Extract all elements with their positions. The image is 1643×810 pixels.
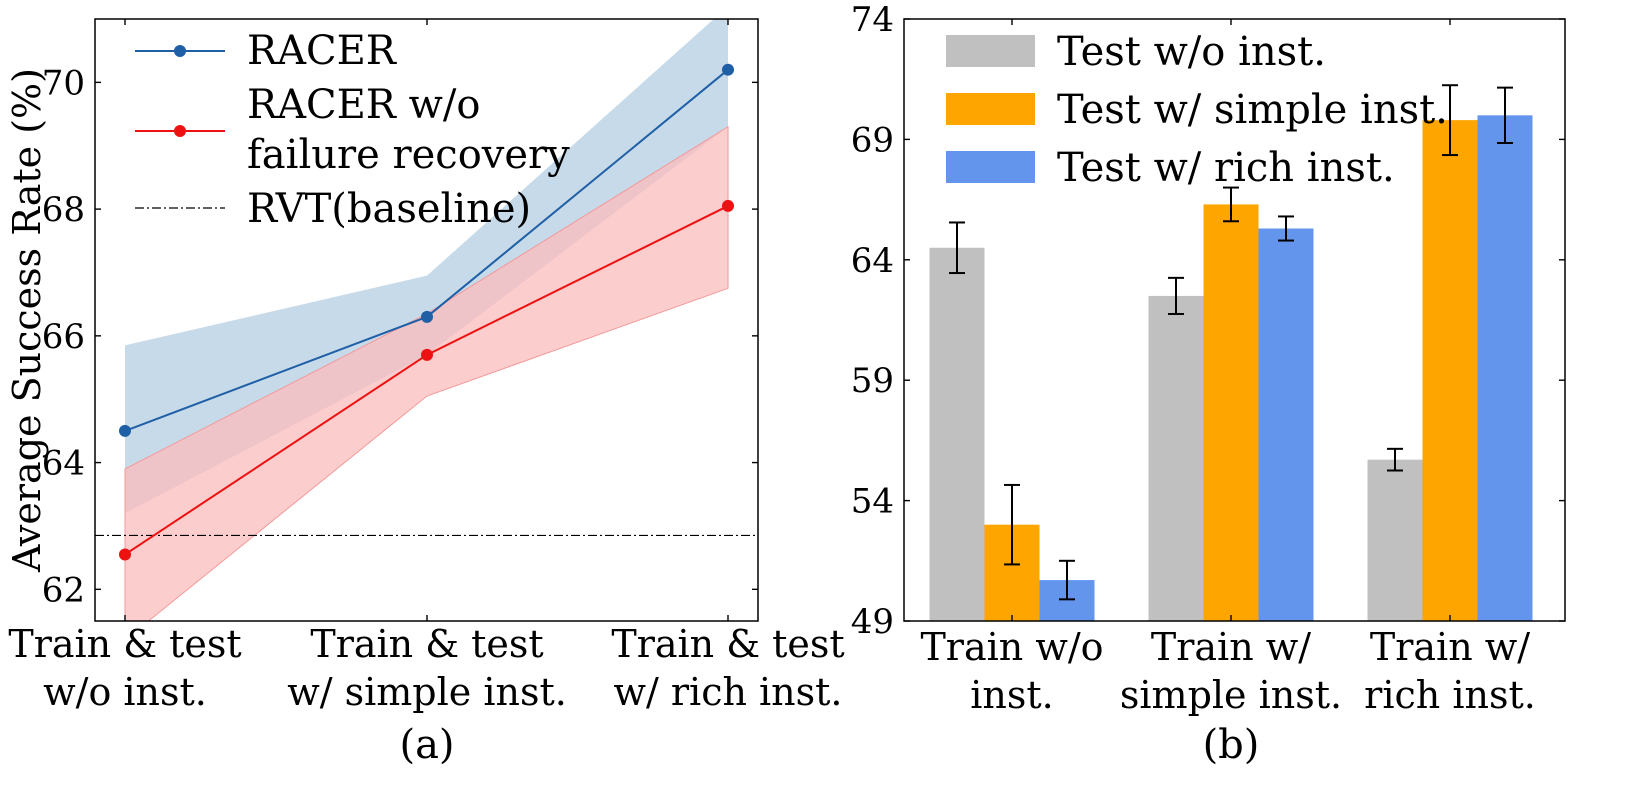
- plot-frame: [903, 18, 1566, 622]
- data-point-racer-wo-failure-recovery: [119, 548, 131, 561]
- x-category-label: Train w/: [1370, 625, 1530, 669]
- y-tick-label: 59: [851, 361, 894, 401]
- legend-marker-racer: [174, 45, 186, 57]
- legend-label-racer: RACER: [247, 28, 398, 74]
- legend-label-baseline: RVT(baseline): [247, 186, 531, 232]
- legend-label-test-simple-inst: Test w/ simple inst.: [1057, 87, 1448, 133]
- x-category-label: simple inst.: [1120, 673, 1342, 717]
- legend-swatch-test-wo-inst: [946, 35, 1035, 67]
- bar-test-simple-inst: [1203, 204, 1259, 621]
- legend-swatch-test-simple-inst: [946, 93, 1035, 125]
- legend-panel-b: Test w/o inst. Test w/ simple inst. Test w…: [946, 29, 1448, 191]
- legend-marker-racer-wo-failure-recovery: [174, 125, 186, 137]
- x-category-label: w/o inst.: [43, 670, 207, 714]
- y-tick-label: 66: [42, 317, 85, 357]
- y-tick-label: 54: [851, 482, 894, 522]
- legend-label-racer-wo-failure-recovery: RACER w/o: [247, 82, 480, 128]
- y-tick-label: 68: [42, 190, 85, 230]
- data-point-racer: [421, 310, 433, 323]
- x-category-label: Train & test: [310, 622, 543, 666]
- y-tick-label: 69: [851, 120, 894, 160]
- error-bar-test-simple-inst: [1004, 483, 1020, 566]
- error-bar-test-rich-inst: [1497, 86, 1513, 145]
- error-bar-test-rich-inst: [1278, 215, 1294, 242]
- y-tick-label: 74: [851, 0, 894, 40]
- x-category-label: inst.: [970, 673, 1053, 717]
- confidence-band-racer: [125, 19, 728, 514]
- panel-label-a: (a): [399, 722, 454, 768]
- error-bar-test-rich-inst: [1059, 559, 1075, 601]
- y-tick-label: 64: [42, 444, 85, 484]
- x-category-label: Train & test: [611, 622, 844, 666]
- y-tick-label: 64: [851, 241, 894, 281]
- y-tick-label: 49: [851, 602, 894, 642]
- bar-test-simple-inst: [1422, 120, 1478, 622]
- legend-label-test-rich-inst: Test w/ rich inst.: [1057, 145, 1395, 191]
- data-point-racer-wo-failure-recovery: [722, 199, 734, 212]
- legend-label-test-wo-inst: Test w/o inst.: [1057, 29, 1326, 75]
- x-category-label: Train w/o: [920, 625, 1103, 669]
- bar-test-wo-inst: [1367, 459, 1423, 621]
- x-category-label: Train & test: [8, 622, 241, 666]
- legend-swatch-test-rich-inst: [946, 151, 1035, 183]
- bar-test-rich-inst: [1477, 115, 1533, 621]
- error-bar-test-wo-inst: [1168, 276, 1184, 315]
- data-point-racer-wo-failure-recovery: [421, 348, 433, 361]
- bar-test-wo-inst: [929, 247, 985, 621]
- y-tick-label: 62: [42, 570, 85, 610]
- x-category-label: w/ rich inst.: [613, 670, 842, 714]
- error-bar-test-wo-inst: [949, 221, 965, 275]
- y-tick-label: 70: [42, 63, 85, 103]
- error-bar-test-wo-inst: [1387, 447, 1403, 472]
- x-category-label: rich inst.: [1364, 673, 1536, 717]
- data-point-racer: [722, 63, 734, 76]
- panel-label-b: (b): [1203, 722, 1260, 768]
- bar-test-wo-inst: [1148, 295, 1204, 621]
- x-category-label: w/ simple inst.: [287, 670, 567, 714]
- x-category-label: Train w/: [1151, 625, 1311, 669]
- error-bar-test-simple-inst: [1442, 84, 1458, 157]
- data-point-racer: [119, 424, 131, 437]
- y-axis-title: Average Success Rate (%): [5, 68, 49, 573]
- bar-test-rich-inst: [1258, 228, 1314, 621]
- plot-area: [95, 19, 758, 621]
- error-bar-test-simple-inst: [1223, 186, 1239, 223]
- legend-label-racer-wo-failure-recovery: failure recovery: [247, 132, 570, 178]
